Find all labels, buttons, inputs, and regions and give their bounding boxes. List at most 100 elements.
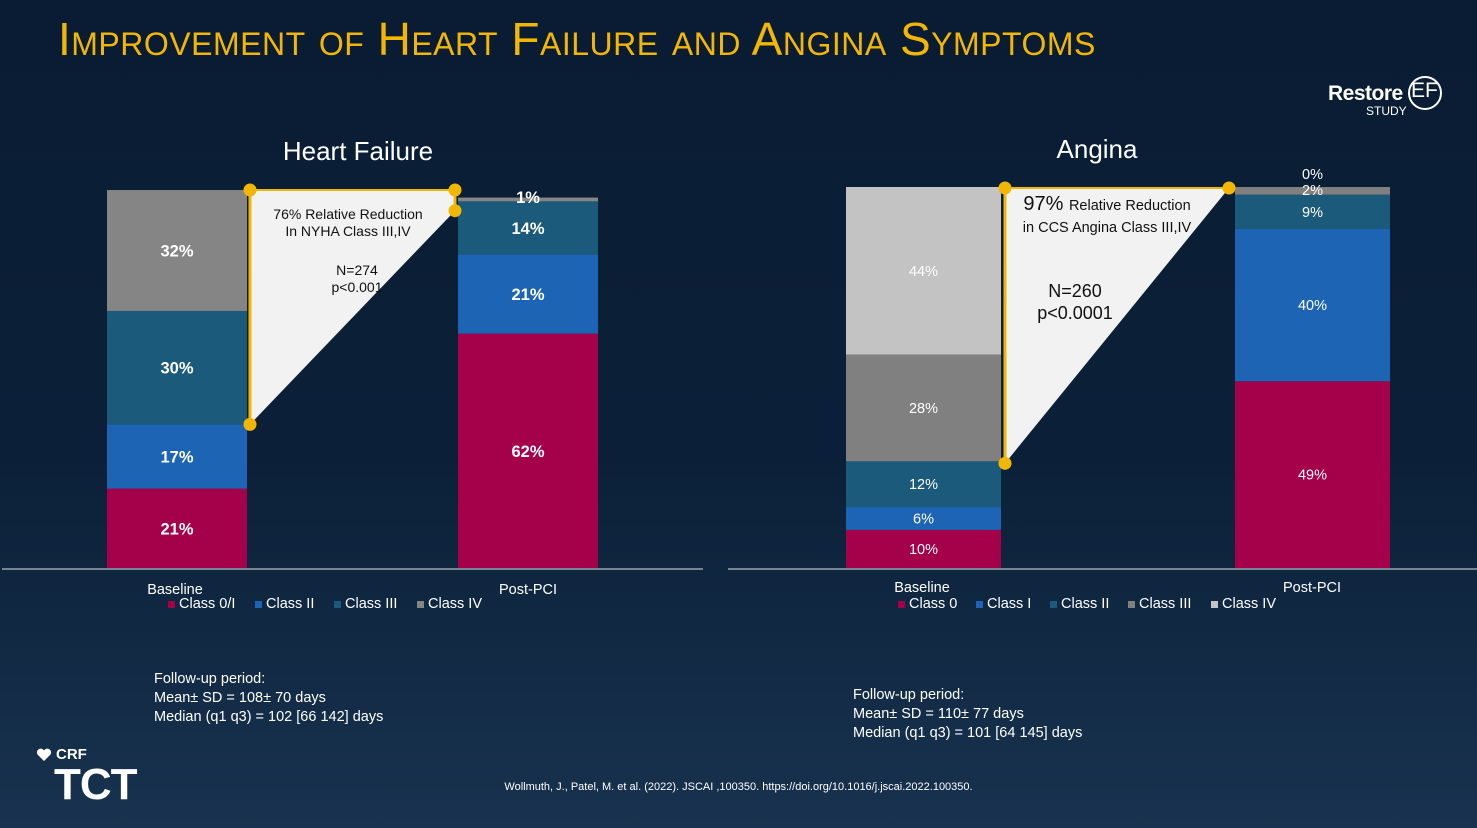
angina-value-label: 2% — [1302, 183, 1323, 199]
angina-reduction-wedge — [1005, 188, 1229, 464]
crf-word: CRF — [56, 746, 87, 763]
hf-chart-title: Heart Failure — [283, 136, 433, 166]
hf-bar-postpci-class0i — [458, 333, 598, 568]
hf-value-label: 62% — [511, 443, 544, 461]
angina-annotation-n: N=260 — [1048, 281, 1102, 301]
logo-restore-word: Restore — [1328, 82, 1403, 105]
angina-bracket-dot — [998, 456, 1012, 470]
hf-bracket-dot — [448, 204, 462, 218]
hf-legend-label: Class IV — [428, 596, 482, 612]
followup-left-median: Median (q1 q3) = 102 [66 142] days — [154, 709, 384, 725]
crf-heart-icon — [36, 748, 52, 761]
hf-legend-label: Class II — [266, 596, 314, 612]
angina-legend-swatch — [1128, 601, 1135, 608]
angina-annotation-reduction-text: Relative Reduction — [1069, 198, 1191, 214]
hf-bar-baseline-classiv — [107, 190, 247, 311]
hf-annotation-class: In NYHA Class III,IV — [285, 223, 411, 239]
angina-value-label: 40% — [1298, 298, 1327, 314]
hf-bar-postpci-classiv — [458, 197, 598, 202]
followup-right-mean: Mean± SD = 110± 77 days — [853, 706, 1024, 722]
angina-bar-baseline-classii — [846, 461, 1001, 508]
hf-value-label: 14% — [511, 220, 544, 238]
crf-tct-logo: CRF TCT — [36, 746, 151, 816]
angina-bar-baseline-classi — [846, 507, 1001, 530]
hf-legend-swatch — [255, 601, 262, 608]
hf-category-label: Post-PCI — [499, 582, 557, 598]
angina-chart-title: Angina — [1057, 134, 1138, 164]
hf-bracket-dot — [448, 183, 462, 197]
slide-title: Improvement of Heart Failure and Angina … — [58, 13, 1096, 65]
angina-value-label: 9% — [1302, 205, 1323, 221]
hf-legend-swatch — [168, 601, 175, 608]
angina-legend-label: Class II — [1061, 596, 1109, 612]
angina-bracket-dot — [998, 181, 1012, 195]
angina-legend-label: Class IV — [1222, 596, 1276, 612]
angina-annotation-class: in CCS Angina Class III,IV — [1023, 220, 1192, 236]
tct-word: TCT — [54, 760, 138, 809]
angina-value-label: 0% — [1302, 167, 1323, 183]
logo-ef: EF — [1411, 79, 1438, 102]
citation: Wollmuth, J., Patel, M. et al. (2022). J… — [504, 781, 973, 793]
angina-bar-postpci-class0 — [1235, 381, 1390, 568]
angina-legend-swatch — [976, 601, 983, 608]
hf-value-label: 17% — [160, 448, 193, 466]
hf-legend-swatch — [334, 601, 341, 608]
hf-value-label: 1% — [516, 189, 540, 207]
followup-right-median: Median (q1 q3) = 101 [64 145] days — [853, 725, 1083, 741]
angina-bar-baseline-classiv — [846, 187, 1001, 355]
hf-bar-baseline-class0i — [107, 488, 247, 568]
restore-ef-logo: Restore EF STUDY — [1328, 76, 1454, 120]
followup-left-heading: Follow-up period: — [154, 671, 266, 687]
angina-bar-baseline-classiii — [846, 354, 1001, 462]
angina-value-label: 10% — [909, 542, 938, 558]
hf-annotation-reduction: 76% Relative Reduction — [273, 206, 422, 222]
hf-value-label: 30% — [160, 360, 193, 378]
angina-legend-label: Class I — [987, 596, 1031, 612]
hf-value-label: 21% — [160, 520, 193, 538]
angina-value-label: 49% — [1298, 468, 1327, 484]
hf-legend-swatch — [417, 601, 424, 608]
logo-circle-icon — [1408, 76, 1442, 110]
hf-annotation-p: p<0.001 — [332, 279, 383, 295]
angina-chart: Angina Baseline Post-PCI Class 0 Class I Clas… — [728, 134, 1477, 612]
angina-legend-swatch — [1050, 601, 1057, 608]
hf-annotation-n: N=274 — [336, 262, 378, 278]
logo-study: STUDY — [1366, 104, 1407, 118]
angina-bar-postpci-classi — [1235, 228, 1390, 382]
hf-category-label: Baseline — [147, 582, 203, 598]
angina-category-label: Baseline — [894, 580, 950, 596]
angina-annotation-reduction: 97% Relative Reduction — [1023, 193, 1190, 215]
angina-category-label: Post-PCI — [1283, 580, 1341, 596]
angina-bar-postpci-classiii — [1235, 187, 1390, 195]
heart-failure-chart: Heart Failure Baseline Post-PCI Class 0/I Cl… — [2, 136, 703, 612]
followup-right: Follow-up period: Mean± SD = 110± 77 day… — [853, 686, 1082, 743]
angina-bar-postpci-classii — [1235, 194, 1390, 229]
followup-left: Follow-up period: Mean± SD = 108± 70 day… — [154, 670, 383, 727]
angina-value-label: 28% — [909, 401, 938, 417]
hf-value-label: 32% — [160, 242, 193, 260]
hf-legend-label: Class 0/I — [179, 596, 235, 612]
followup-right-heading: Follow-up period: — [853, 687, 965, 703]
angina-value-label: 6% — [913, 511, 934, 527]
hf-bracket-dot — [243, 183, 257, 197]
hf-reduction-wedge — [250, 190, 455, 425]
hf-bar-baseline-classiii — [107, 310, 247, 425]
hf-bar-postpci-classii — [458, 254, 598, 334]
angina-annotation-p: p<0.0001 — [1037, 303, 1113, 323]
angina-annotation-pct: 97% — [1023, 193, 1069, 215]
hf-value-label: 21% — [511, 286, 544, 304]
hf-legend-label: Class III — [345, 596, 397, 612]
followup-left-mean: Mean± SD = 108± 70 days — [154, 690, 326, 706]
angina-bar-baseline-class0 — [846, 529, 1001, 568]
angina-legend-swatch — [898, 601, 905, 608]
angina-legend-label: Class III — [1139, 596, 1191, 612]
hf-bar-postpci-classiii — [458, 201, 598, 255]
angina-value-label: 44% — [909, 264, 938, 280]
hf-bracket-dot — [243, 417, 257, 431]
hf-bar-baseline-classii — [107, 424, 247, 489]
angina-bracket-dot — [1222, 181, 1236, 195]
angina-legend-label: Class 0 — [909, 596, 957, 612]
angina-value-label: 12% — [909, 477, 938, 493]
angina-legend-swatch — [1211, 601, 1218, 608]
